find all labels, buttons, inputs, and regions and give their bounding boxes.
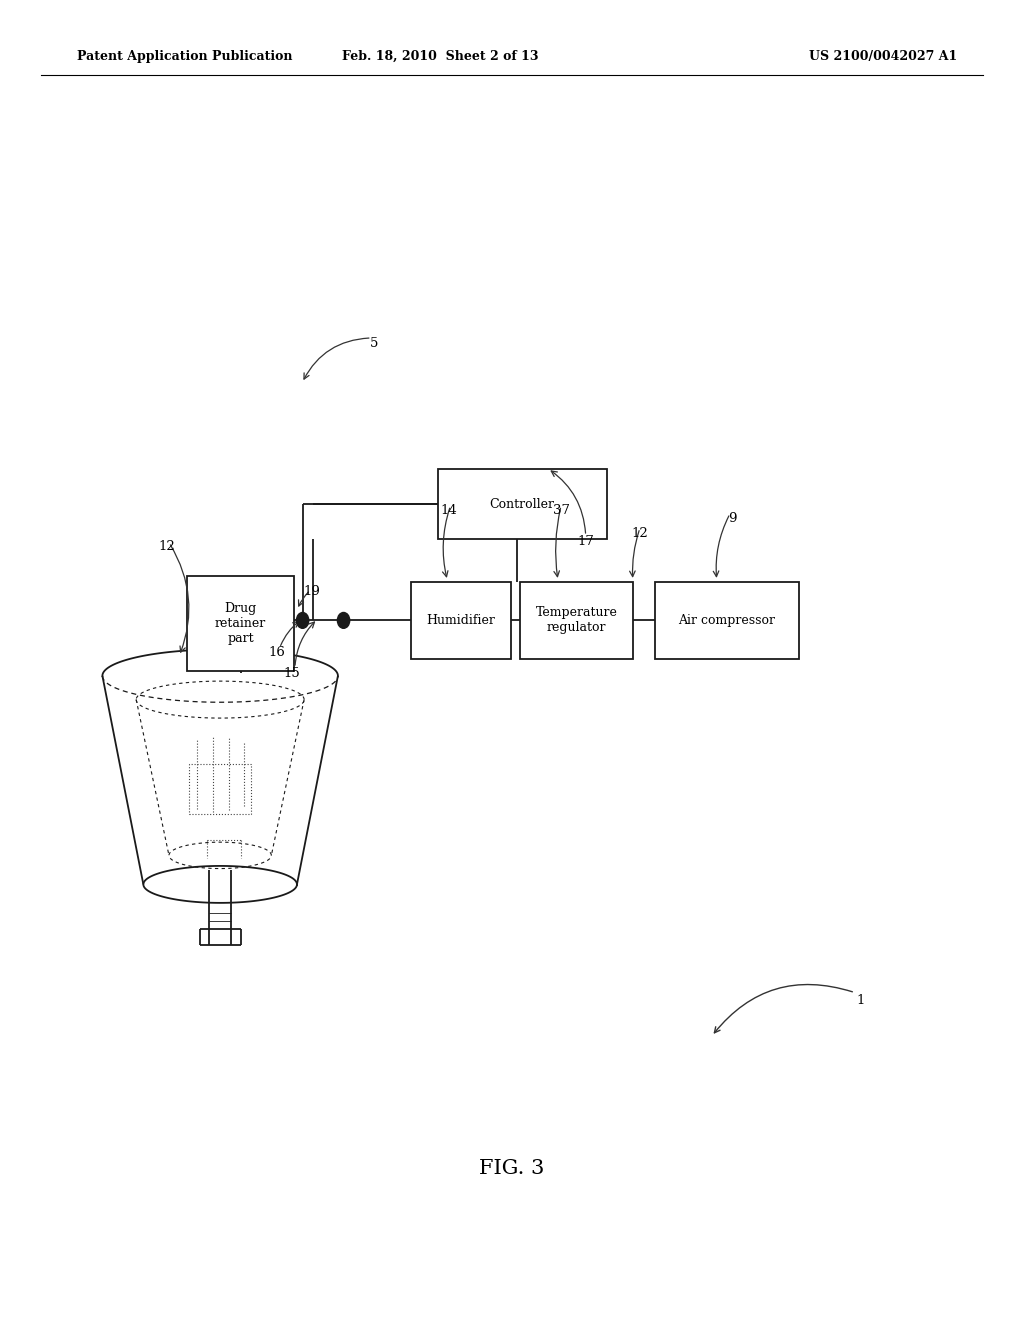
Text: 1: 1 [856,994,864,1007]
Text: Controller: Controller [489,498,555,511]
Text: 19: 19 [304,585,321,598]
Text: 14: 14 [440,504,457,517]
Text: Drug
retainer
part: Drug retainer part [215,602,266,644]
Text: 12: 12 [632,527,648,540]
Text: Humidifier: Humidifier [426,614,496,627]
Circle shape [337,612,349,628]
Text: FIG. 3: FIG. 3 [479,1159,545,1177]
FancyBboxPatch shape [411,582,511,659]
FancyBboxPatch shape [655,582,799,659]
Text: 17: 17 [578,535,594,548]
Text: 9: 9 [728,512,736,525]
Text: 5: 5 [370,337,378,350]
Text: 16: 16 [268,645,285,659]
Text: 15: 15 [284,667,300,680]
FancyBboxPatch shape [438,469,606,539]
FancyBboxPatch shape [520,582,633,659]
Text: US 2100/0042027 A1: US 2100/0042027 A1 [809,50,957,63]
FancyBboxPatch shape [186,576,295,671]
Text: Feb. 18, 2010  Sheet 2 of 13: Feb. 18, 2010 Sheet 2 of 13 [342,50,539,63]
Text: Temperature
regulator: Temperature regulator [536,606,617,635]
Circle shape [297,612,309,628]
Text: Air compressor: Air compressor [679,614,775,627]
Text: Patent Application Publication: Patent Application Publication [77,50,292,63]
Text: 37: 37 [553,504,569,517]
Text: 12: 12 [159,540,175,553]
